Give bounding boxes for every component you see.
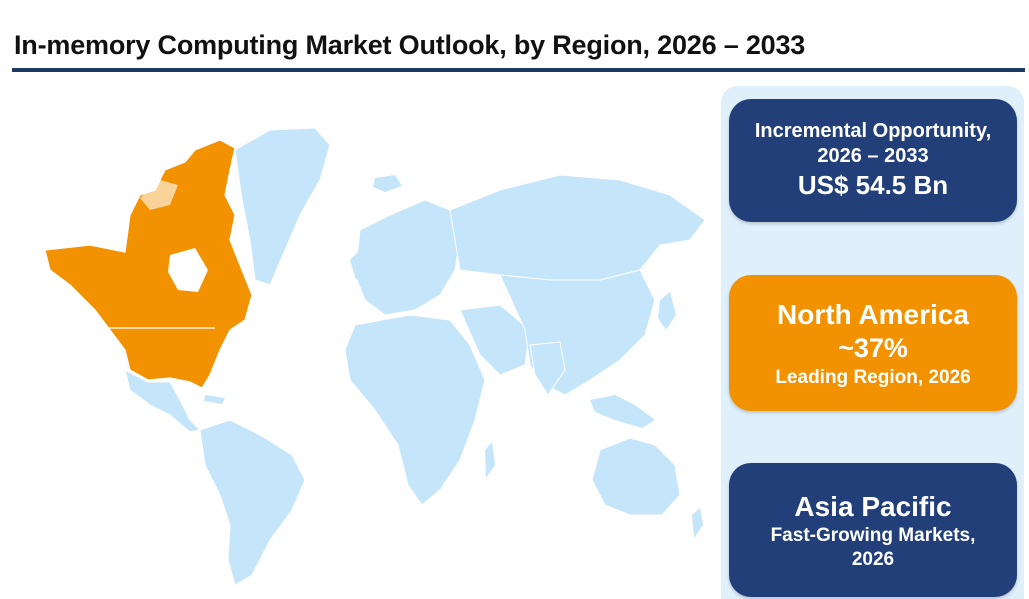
leading-region-card: North America ~37% Leading Region, 2026 bbox=[729, 275, 1017, 411]
iceland-region bbox=[373, 175, 402, 192]
opportunity-label: Incremental Opportunity, bbox=[754, 120, 992, 143]
title-divider bbox=[12, 68, 1025, 72]
leading-region-name: North America bbox=[777, 298, 969, 330]
leading-region-share: ~37% bbox=[838, 332, 908, 363]
growth-region-card: Asia Pacific Fast-Growing Markets, 2026 bbox=[729, 463, 1017, 597]
south-america-region bbox=[199, 419, 306, 586]
world-map bbox=[44, 127, 706, 586]
growth-region-caption: Fast-Growing Markets, bbox=[770, 524, 976, 546]
russia-region bbox=[449, 174, 706, 281]
growth-region-name: Asia Pacific bbox=[794, 490, 952, 522]
europe-region bbox=[354, 199, 461, 316]
japan-region bbox=[658, 292, 676, 330]
opportunity-period: 2026 – 2033 bbox=[817, 145, 929, 168]
leading-region-caption: Leading Region, 2026 bbox=[775, 366, 971, 388]
opportunity-value: US$ 54.5 Bn bbox=[797, 170, 949, 201]
north-america-region bbox=[44, 139, 253, 389]
australia-region bbox=[591, 437, 681, 516]
greenland-region bbox=[234, 127, 331, 286]
page-title: In-memory Computing Market Outlook, by R… bbox=[14, 30, 806, 60]
growth-region-year: 2026 bbox=[851, 548, 895, 570]
middle-east-region bbox=[459, 304, 531, 376]
opportunity-card: Incremental Opportunity, 2026 – 2033 US$… bbox=[729, 99, 1017, 222]
southeast-asia-region bbox=[590, 395, 655, 428]
africa-region bbox=[344, 314, 486, 506]
